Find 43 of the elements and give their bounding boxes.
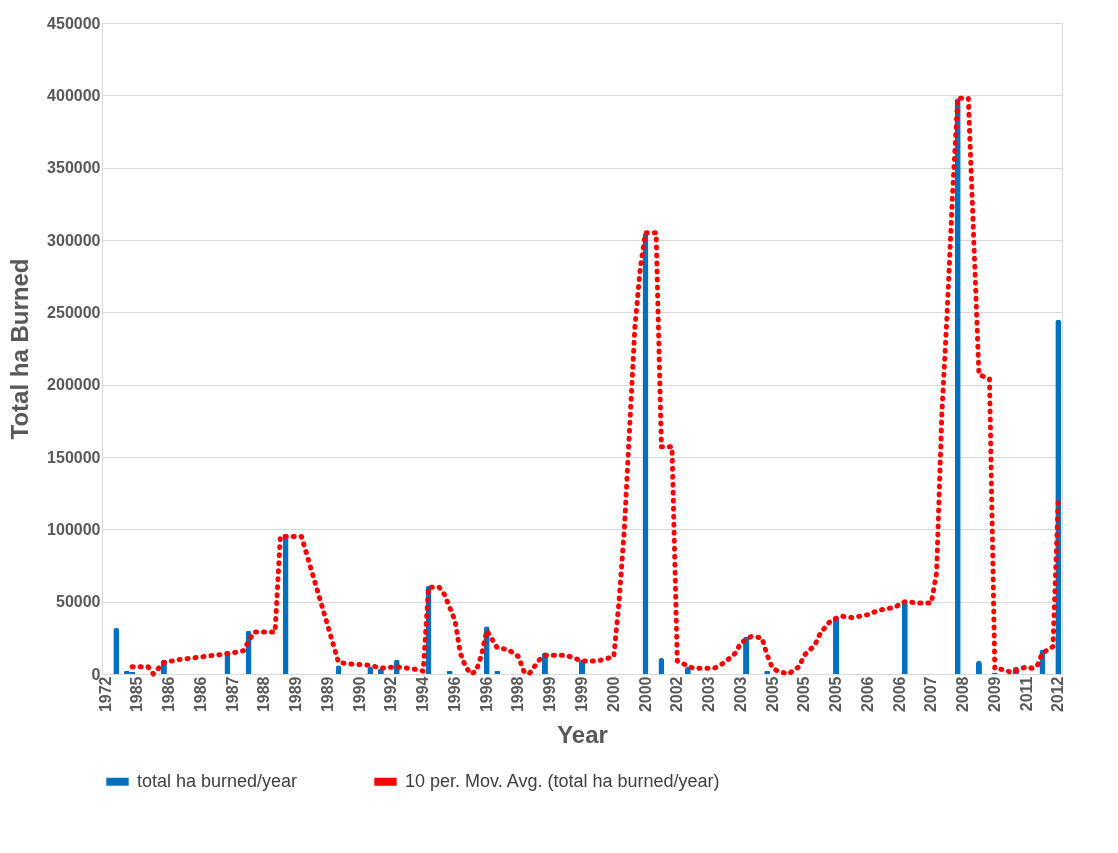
x-tick-label: 2007	[922, 676, 940, 713]
x-tick-label: 1988	[255, 676, 273, 713]
x-tick-label: 1987	[223, 676, 241, 713]
y-tick-label: 250000	[47, 303, 101, 321]
x-tick-label: 2005	[827, 676, 845, 713]
x-axis-title: Year	[557, 721, 608, 749]
x-tick-label: 2005	[795, 676, 813, 713]
x-tick-label: 1990	[350, 676, 368, 713]
y-axis-title: Total ha Burned	[6, 258, 34, 440]
x-tick-label: 2003	[731, 676, 749, 713]
x-tick-label: 1994	[414, 676, 432, 713]
x-tick-label: 1996	[477, 676, 495, 713]
x-tick-label: 2000	[636, 676, 654, 713]
x-tick-label: 2000	[604, 676, 622, 713]
x-tick-label: 1992	[382, 676, 400, 713]
legend-label: 10 per. Mov. Avg. (total ha burned/year)	[405, 770, 720, 791]
x-tick-label: 1989	[287, 676, 305, 713]
x-tick-label: 2003	[700, 676, 718, 713]
x-tick-label: 1998	[509, 676, 527, 713]
x-tick-label: 2009	[985, 676, 1003, 713]
legend-label: total ha burned/year	[137, 770, 298, 791]
x-tick-label: 2012	[1049, 676, 1067, 713]
x-tick-label: 1989	[318, 676, 336, 713]
y-tick-label: 150000	[47, 448, 101, 466]
y-tick-label: 200000	[47, 376, 101, 394]
x-tick-label: 2011	[1017, 676, 1035, 712]
y-tick-label: 300000	[47, 231, 101, 249]
x-tick-label: 1999	[541, 676, 559, 713]
x-tick-label: 1986	[191, 676, 209, 713]
y-tick-label: 50000	[56, 593, 101, 611]
x-tick-label: 2008	[954, 676, 972, 713]
x-tick-label: 1999	[573, 676, 590, 713]
x-tick-label: 1996	[445, 676, 463, 713]
x-tick-label: 2002	[668, 676, 686, 713]
x-tick-label: 2005	[763, 676, 781, 713]
y-tick-label: 350000	[47, 159, 101, 177]
y-tick-label: 100000	[47, 520, 101, 538]
x-tick-label: 1986	[160, 676, 178, 713]
x-tick-label: 2006	[890, 676, 908, 713]
y-tick-label: 450000	[47, 14, 101, 32]
x-tick-label: 2006	[858, 676, 876, 713]
x-tick-label: 1985	[128, 676, 146, 713]
y-tick-label: 400000	[47, 86, 101, 104]
